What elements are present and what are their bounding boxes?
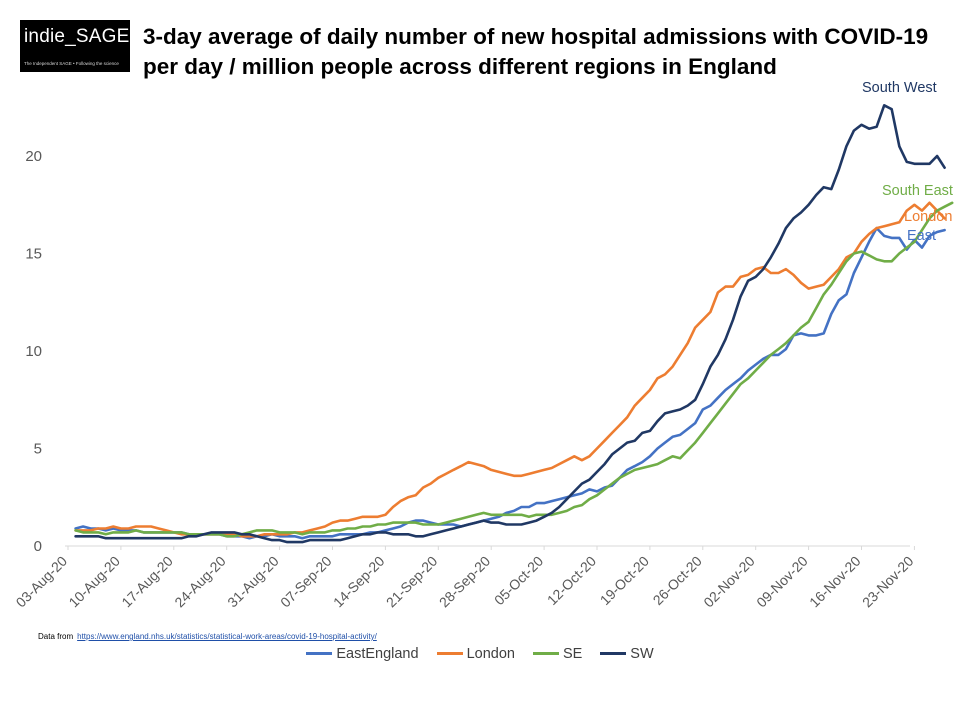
x-tick-label: 21-Sep-20 bbox=[383, 553, 441, 611]
series-line-sw bbox=[74, 104, 946, 544]
legend-item-eastengland: EastEngland bbox=[306, 646, 419, 662]
source-link[interactable]: https://www.england.nhs.uk/statistics/st… bbox=[77, 632, 377, 641]
series-line-london bbox=[74, 201, 946, 538]
x-tick-label: 16-Nov-20 bbox=[806, 553, 864, 611]
x-tick-label: 24-Aug-20 bbox=[171, 553, 229, 611]
x-tick-label: 23-Nov-20 bbox=[859, 553, 917, 611]
line-chart: 0 5 10 15 20 03-Aug-2010-Aug-2017-Aug-2024-Au… bbox=[13, 80, 954, 611]
series-line-eastengland bbox=[74, 226, 946, 540]
source-prefix: Data from bbox=[38, 632, 74, 641]
legend-item-se: SE bbox=[532, 646, 583, 662]
legend-swatch bbox=[532, 651, 559, 655]
x-tick-label: 19-Oct-20 bbox=[597, 553, 652, 608]
x-tick-label: 26-Oct-20 bbox=[650, 553, 705, 608]
series-line-se bbox=[74, 201, 954, 538]
y-tick-label: 20 bbox=[25, 148, 42, 165]
legend-swatch bbox=[306, 651, 333, 655]
end-label-se: South East bbox=[882, 183, 953, 199]
x-tick-label: 09-Nov-20 bbox=[753, 553, 811, 611]
legend-item-sw: SW bbox=[600, 646, 654, 662]
legend-item-london: London bbox=[436, 646, 515, 662]
y-tick-label: 5 bbox=[34, 441, 42, 458]
x-tick-label: 14-Sep-20 bbox=[330, 553, 388, 611]
data-source-note: Data from https://www.england.nhs.uk/stat… bbox=[38, 632, 377, 641]
legend-label: EastEngland bbox=[336, 646, 419, 662]
x-tick-label: 12-Oct-20 bbox=[544, 553, 599, 608]
indie-sage-logo: indie_SAGE The Independent SAGE • Follow… bbox=[20, 20, 130, 72]
y-tick-label: 10 bbox=[25, 343, 42, 360]
chart-legend: EastEngland London SE SW bbox=[0, 646, 960, 662]
x-tick-label: 07-Sep-20 bbox=[277, 553, 335, 611]
legend-swatch bbox=[436, 651, 463, 655]
x-tick-label: 31-Aug-20 bbox=[224, 553, 282, 611]
end-label-eastengland: East bbox=[907, 228, 936, 244]
chart-title: 3-day average of daily number of new hos… bbox=[143, 24, 929, 79]
x-tick-label: 28-Sep-20 bbox=[436, 553, 494, 611]
y-tick-label: 15 bbox=[25, 246, 42, 263]
legend-label: SW bbox=[630, 646, 654, 662]
end-label-london: London bbox=[904, 209, 952, 225]
x-tick-label: 02-Nov-20 bbox=[700, 553, 758, 611]
x-tick-label: 05-Oct-20 bbox=[491, 553, 546, 608]
x-tick-label: 10-Aug-20 bbox=[65, 553, 123, 611]
y-tick-label: 0 bbox=[34, 538, 42, 555]
legend-swatch bbox=[600, 651, 627, 655]
x-tick-label: 03-Aug-20 bbox=[13, 553, 71, 611]
x-tick-label: 17-Aug-20 bbox=[118, 553, 176, 611]
logo-name: indie_SAGE bbox=[24, 26, 130, 47]
legend-label: London bbox=[466, 646, 515, 662]
legend-label: SE bbox=[562, 646, 583, 662]
end-label-sw: South West bbox=[862, 80, 937, 96]
logo-tagline: The Independent SAGE • Following the sci… bbox=[24, 61, 119, 66]
